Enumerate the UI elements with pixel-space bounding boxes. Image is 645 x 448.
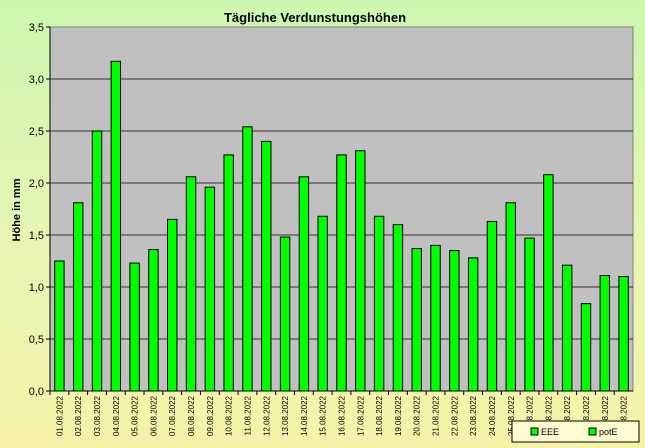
bar: [411, 248, 422, 392]
x-tick-label: 22.08.2022: [450, 395, 459, 436]
bar: [355, 150, 366, 392]
x-tick-label: 30.08.2022: [601, 395, 610, 436]
x-tick-label: 07.08.2022: [168, 395, 177, 436]
x-tick-label: 01.08.2022: [55, 395, 64, 436]
bar: [486, 220, 498, 392]
x-tick-label: 28.08.2022: [563, 395, 572, 436]
bar: [430, 244, 441, 392]
x-tick-label: 02.08.2022: [74, 395, 83, 436]
x-tick-label: 19.08.2022: [394, 395, 403, 436]
y-tick-label: 0,0: [29, 386, 44, 398]
bar: [392, 224, 404, 392]
y-tick-label: 2,0: [29, 178, 44, 190]
bar: [580, 303, 592, 392]
bar: [129, 262, 140, 392]
legend-label: potE: [599, 427, 618, 437]
x-tick-label: 16.08.2022: [338, 395, 347, 436]
x-axis-tick-labels: 01.08.2022 02.08.2022 03.08.2022 04.08.2022…: [49, 391, 629, 436]
x-tick-label: 06.08.2022: [149, 395, 158, 436]
y-axis-tick-labels: 0,0 0,5 1,0 1,5 2,0 2,5 3,0 3,5: [29, 22, 44, 398]
bar: [561, 264, 573, 392]
x-tick-label: 27.08.2022: [544, 395, 553, 436]
chart-title: Tägliche Verdunstungshöhen: [224, 10, 406, 25]
x-tick-label: 10.08.2022: [225, 395, 234, 436]
x-tick-label: 04.08.2022: [112, 395, 121, 436]
x-tick-label: 13.08.2022: [281, 395, 290, 436]
y-tick-label: 3,5: [29, 22, 44, 34]
bar: [223, 154, 234, 392]
bar: [91, 130, 103, 392]
y-tick-label: 1,0: [29, 282, 44, 294]
bar: [618, 276, 629, 392]
x-tick-label: 18.08.2022: [375, 395, 384, 436]
x-tick-label: 09.08.2022: [206, 395, 215, 436]
legend-box: [511, 420, 640, 443]
bar: [148, 249, 159, 392]
legend-swatch: [588, 427, 597, 436]
bar: [449, 250, 460, 392]
bar: [524, 237, 535, 392]
bar: [110, 60, 122, 392]
x-tick-label: 20.08.2022: [413, 395, 422, 436]
legend-label: EEE: [541, 427, 559, 437]
bar: [467, 257, 479, 392]
bar: [185, 176, 197, 392]
x-tick-label: 11.08.2022: [243, 395, 252, 435]
x-tick-label: 03.08.2022: [93, 395, 102, 436]
bar: [54, 260, 65, 392]
y-tick-label: 2,5: [29, 126, 44, 138]
y-tick-label: 1,5: [29, 230, 44, 242]
x-tick-label: 29.08.2022: [582, 395, 591, 436]
bar: [73, 202, 84, 392]
x-tick-label: 21.08.2022: [432, 395, 441, 436]
bar: [261, 140, 272, 392]
legend-swatch: [530, 427, 539, 436]
bar: [599, 275, 610, 392]
x-tick-label: 05.08.2022: [131, 395, 140, 436]
y-tick-label: 3,0: [29, 74, 44, 86]
bar: [543, 174, 554, 392]
x-tick-label: 12.08.2022: [262, 395, 271, 436]
bar: [505, 202, 516, 392]
x-tick-label: 26.08.2022: [526, 395, 535, 436]
x-tick-label: 17.08.2022: [356, 395, 365, 436]
y-tick-label: 0,5: [29, 334, 44, 346]
bar: [298, 176, 310, 392]
bar: [242, 126, 253, 392]
bar: [167, 218, 178, 392]
y-axis-label: Höhe in mm: [11, 178, 23, 241]
x-tick-label: 23.08.2022: [469, 395, 478, 436]
x-tick-label: 24.08.2022: [488, 395, 497, 436]
bar: [204, 186, 216, 392]
legend: EEE potE: [511, 420, 640, 443]
x-tick-label: 15.08.2022: [319, 395, 328, 436]
bar: [336, 154, 347, 392]
bar: [279, 236, 291, 392]
bar: [317, 215, 328, 392]
x-tick-label: 31.08.2022: [620, 395, 629, 436]
x-tick-label: 08.08.2022: [187, 395, 196, 436]
bars: [54, 60, 629, 392]
x-tick-label: 25.08.2022: [507, 395, 516, 436]
bar: [373, 215, 385, 392]
x-tick-label: 14.08.2022: [300, 395, 309, 436]
